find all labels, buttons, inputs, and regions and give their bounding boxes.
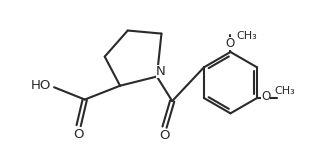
Text: HO: HO: [31, 79, 52, 92]
Text: O: O: [73, 128, 84, 141]
Text: O: O: [261, 90, 270, 103]
Text: O: O: [226, 37, 235, 50]
Text: O: O: [159, 129, 170, 142]
Text: N: N: [156, 65, 165, 78]
Text: CH₃: CH₃: [274, 86, 295, 96]
Text: CH₃: CH₃: [236, 31, 257, 41]
